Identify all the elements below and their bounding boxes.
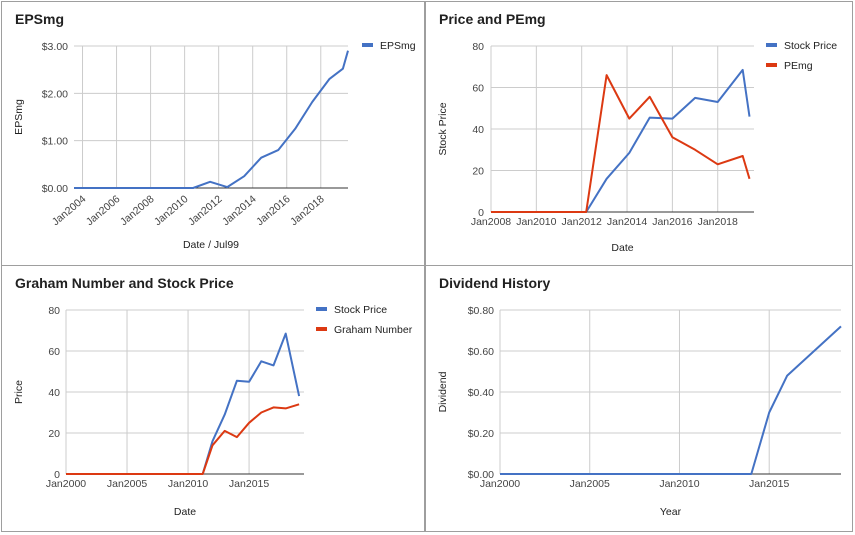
legend-swatch [362, 43, 373, 47]
series-line-epsmg [74, 50, 349, 189]
x-tick-label: Jan2005 [570, 478, 610, 490]
y-tick-label: $3.00 [42, 41, 68, 53]
chart-panel-dividend-history: Dividend History $0.00 $0.20 $0.40 $0.60 $0.8… [425, 265, 853, 532]
chart-panel-epsmg: EPSmg $0.00 $1.00 $2.00 $3.00 Jan2004 Jan2006 J… [1, 1, 425, 266]
x-tick-label: Jan2006 [84, 193, 123, 228]
x-tick-label: Jan2015 [749, 478, 789, 490]
chart-svg: Dividend History $0.00 $0.20 $0.40 $0.60 $0.8… [437, 275, 842, 518]
y-tick-label: 0 [478, 207, 484, 219]
x-axis-title: Date / Jul99 [183, 239, 239, 251]
legend-swatch [766, 63, 777, 67]
y-tick-label: 60 [472, 83, 484, 95]
x-axis-title: Date [611, 242, 633, 254]
x-tick-label: Jan2015 [229, 478, 269, 490]
y-tick-label: 60 [48, 346, 60, 358]
y-tick-label: 80 [472, 41, 484, 53]
legend-swatch [766, 43, 777, 47]
legend-label: PEmg [784, 60, 813, 72]
series-line-stock-price [491, 68, 751, 213]
y-tick-label: $1.00 [42, 136, 68, 148]
x-tick-label: Jan2005 [107, 478, 147, 490]
legend-label: Stock Price [334, 304, 387, 316]
chart-title: Dividend History [439, 275, 550, 291]
chart-title: Price and PEmg [439, 11, 546, 27]
y-tick-label: $0.80 [468, 305, 494, 317]
legend-swatch [316, 307, 327, 311]
x-tick-label: Jan2014 [220, 193, 259, 228]
y-tick-label: $0.00 [468, 469, 494, 481]
series-line-graham-number [66, 403, 300, 475]
y-tick-label: 80 [48, 305, 60, 317]
series-line-stock-price [66, 332, 301, 475]
y-axis-title: EPSmg [13, 99, 25, 135]
chart-title: Graham Number and Stock Price [15, 275, 234, 291]
chart-panel-price-pemg: Price and PEmg 0 20 40 60 80 Jan2008 Jan2010 Jan… [425, 1, 853, 266]
series-line-dividend [500, 325, 842, 475]
y-tick-label: $0.60 [468, 346, 494, 358]
y-axis-title: Price [13, 380, 25, 404]
x-tick-label: Jan2018 [288, 193, 327, 228]
chart-svg: Graham Number and Stock Price 0 20 40 60 80 Ja… [13, 275, 413, 518]
legend-swatch [316, 327, 327, 331]
y-tick-label: $0.00 [42, 183, 68, 195]
x-tick-label: Jan2012 [562, 216, 602, 228]
chart-svg: Price and PEmg 0 20 40 60 80 Jan2008 Jan2010 Jan… [437, 11, 837, 254]
y-tick-label: $0.40 [468, 387, 494, 399]
legend-label: Graham Number [334, 324, 413, 336]
x-tick-label: Jan2008 [118, 193, 157, 228]
series-line-pemg [491, 74, 751, 213]
x-axis-title: Date [174, 506, 196, 518]
x-tick-label: Jan2000 [480, 478, 520, 490]
y-tick-label: 20 [472, 166, 484, 178]
x-tick-label: Jan2004 [50, 193, 89, 228]
y-axis-title: Stock Price [437, 102, 449, 155]
x-tick-label: Jan2010 [152, 193, 191, 228]
legend-label: Stock Price [784, 40, 837, 52]
y-axis-title: Dividend [437, 371, 449, 412]
y-tick-label: $2.00 [42, 88, 68, 100]
chart-svg: EPSmg$0.00$1.00$2.00$3.00Jan2004Jan2006J… [13, 11, 416, 251]
y-tick-label: 40 [48, 387, 60, 399]
x-tick-label: Jan2000 [46, 478, 86, 490]
x-tick-label: Jan2010 [168, 478, 208, 490]
x-tick-label: Jan2010 [659, 478, 699, 490]
legend-label: EPSmg [380, 40, 416, 52]
x-tick-label: Jan2008 [471, 216, 511, 228]
x-axis-title: Year [660, 506, 682, 518]
x-tick-label: Jan2014 [607, 216, 647, 228]
chart-panel-graham-number: Graham Number and Stock Price 0 20 40 60 80 Ja… [1, 265, 425, 532]
x-tick-label: Jan2010 [516, 216, 556, 228]
chart-title: EPSmg [15, 11, 64, 27]
y-tick-label: $0.20 [468, 428, 494, 440]
x-tick-label: Jan2018 [698, 216, 738, 228]
x-tick-label: Jan2016 [254, 193, 293, 228]
y-tick-label: 0 [54, 469, 60, 481]
y-tick-label: 40 [472, 124, 484, 136]
x-tick-label: Jan2012 [186, 193, 225, 228]
y-tick-label: 20 [48, 428, 60, 440]
x-tick-label: Jan2016 [652, 216, 692, 228]
